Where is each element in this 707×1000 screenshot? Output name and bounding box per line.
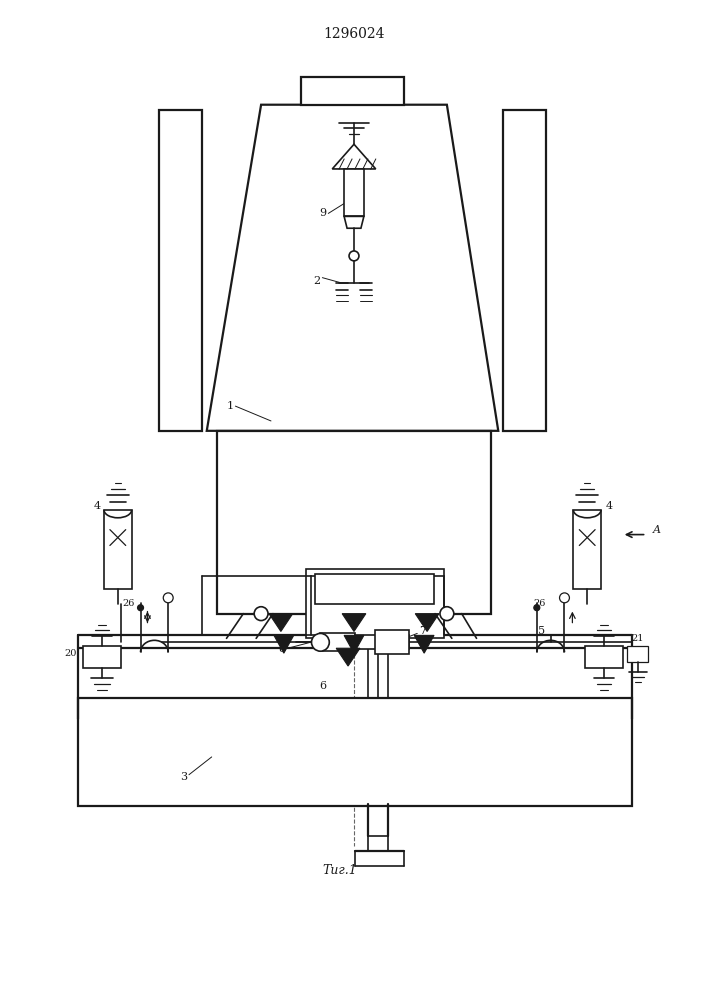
Circle shape [440, 607, 454, 621]
Bar [315, 574, 434, 604]
Text: 8: 8 [279, 644, 286, 654]
Text: 26: 26 [533, 599, 546, 608]
Text: 20: 20 [64, 649, 76, 658]
Bar [305, 569, 444, 638]
Text: Τиг.1: Τиг.1 [323, 864, 358, 877]
Circle shape [138, 605, 144, 611]
Polygon shape [274, 635, 293, 653]
Bar [375, 630, 409, 654]
Text: 4: 4 [606, 501, 613, 511]
Circle shape [163, 593, 173, 603]
Text: 7: 7 [419, 626, 426, 636]
Bar [573, 510, 601, 589]
Bar [78, 698, 631, 806]
Text: 20: 20 [636, 649, 649, 658]
Text: 1: 1 [226, 401, 233, 411]
Polygon shape [337, 648, 360, 666]
Circle shape [255, 607, 268, 621]
Circle shape [534, 605, 539, 611]
Circle shape [559, 593, 569, 603]
Polygon shape [342, 614, 366, 631]
Bar [585, 646, 623, 668]
Polygon shape [159, 110, 201, 431]
Circle shape [312, 633, 329, 651]
Polygon shape [415, 614, 439, 631]
Polygon shape [344, 635, 364, 653]
Text: 2: 2 [313, 276, 320, 286]
Text: 4: 4 [94, 501, 101, 511]
Text: A: A [653, 525, 660, 535]
Circle shape [349, 251, 359, 261]
Polygon shape [269, 614, 293, 631]
Text: 9: 9 [319, 208, 327, 218]
Bar [104, 510, 132, 589]
Text: 6: 6 [319, 681, 327, 691]
Polygon shape [206, 105, 498, 431]
Bar [216, 431, 491, 614]
Text: 26: 26 [123, 599, 135, 608]
Text: 1296024: 1296024 [323, 27, 385, 41]
Bar [626, 646, 648, 662]
Polygon shape [332, 144, 375, 169]
Text: 21: 21 [631, 634, 644, 643]
Bar [355, 635, 409, 649]
Polygon shape [300, 77, 404, 105]
Bar [344, 169, 364, 216]
Text: 5: 5 [538, 626, 545, 636]
Polygon shape [414, 635, 434, 653]
Polygon shape [344, 216, 364, 228]
Text: 3: 3 [180, 772, 187, 782]
Bar [83, 646, 121, 668]
Polygon shape [503, 110, 546, 431]
Bar [320, 633, 355, 651]
